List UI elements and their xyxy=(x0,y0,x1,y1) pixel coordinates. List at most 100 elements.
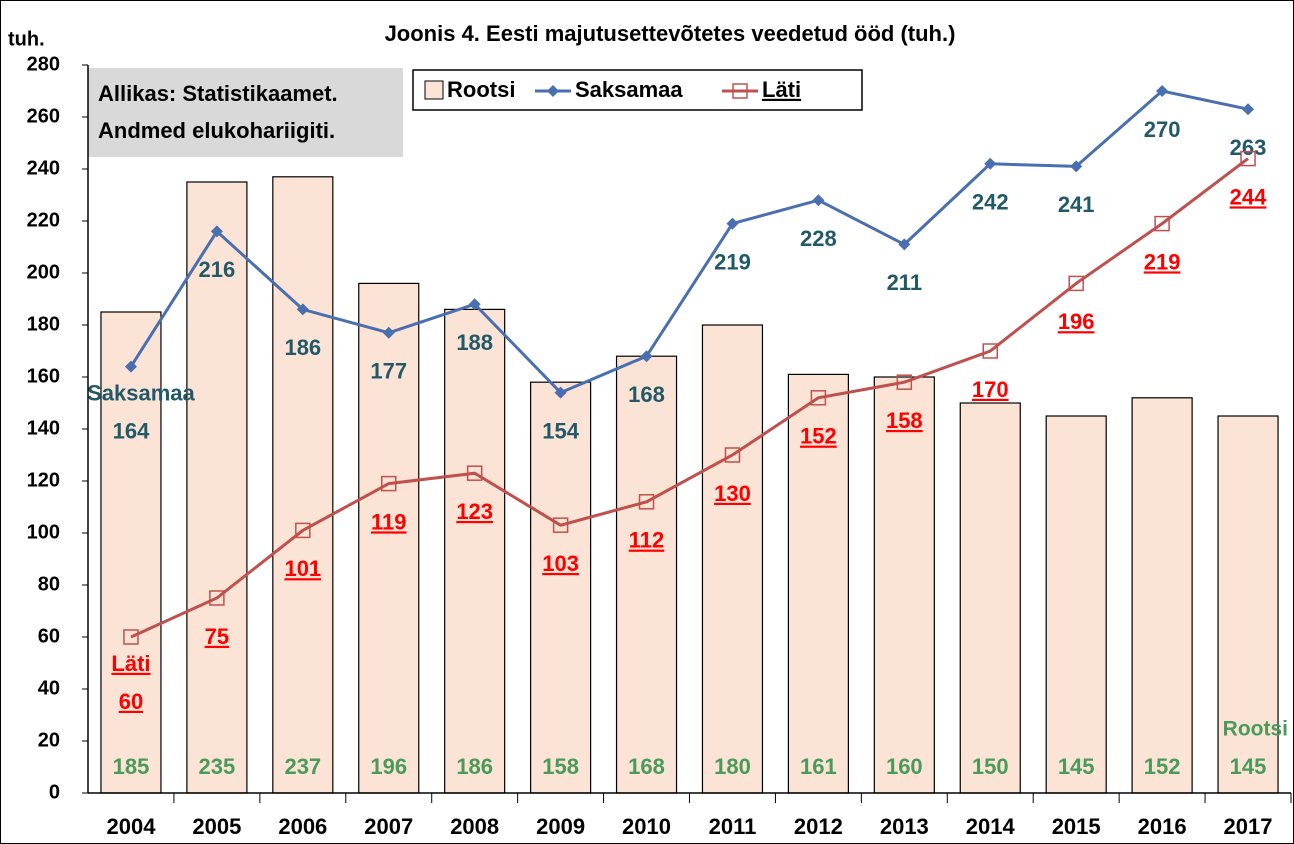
point xyxy=(381,475,397,492)
data-label: 216 xyxy=(199,257,236,282)
x-tick-label: 2014 xyxy=(966,814,1016,839)
point xyxy=(898,238,911,251)
y-tick-label: 0 xyxy=(49,781,60,803)
bar xyxy=(444,308,506,794)
y-tick-label: 260 xyxy=(27,105,60,127)
data-label: 152 xyxy=(800,424,837,449)
y-tick-label: 280 xyxy=(27,53,60,75)
y-tick-label: 240 xyxy=(27,157,60,179)
point xyxy=(810,390,827,406)
legend-swatch xyxy=(424,80,444,100)
point xyxy=(382,326,395,339)
data-label: 123 xyxy=(456,499,493,524)
data-label: 188 xyxy=(456,330,493,355)
line xyxy=(130,157,1249,639)
point xyxy=(1070,160,1083,173)
point xyxy=(1156,85,1169,97)
source-line: Andmed elukohariigiti. xyxy=(98,118,335,143)
point xyxy=(466,465,483,481)
y-tick-label: 20 xyxy=(38,729,60,751)
data-label: 263 xyxy=(1230,135,1267,160)
data-label: 158 xyxy=(886,408,923,433)
data-label: 177 xyxy=(370,359,407,384)
legend-label: Läti xyxy=(762,77,801,102)
data-label: 241 xyxy=(1058,192,1095,217)
data-label: 164 xyxy=(113,418,150,443)
point xyxy=(296,303,309,316)
data-label: 158 xyxy=(542,754,579,779)
source-box xyxy=(88,68,403,157)
annotation: Läti xyxy=(111,651,150,676)
point xyxy=(982,343,998,359)
point xyxy=(554,386,567,399)
data-label: 154 xyxy=(542,418,579,443)
point xyxy=(638,494,655,510)
x-tick-label: 2005 xyxy=(192,814,241,839)
data-label: 119 xyxy=(371,509,407,534)
y-tick-label: 140 xyxy=(27,417,60,439)
bar xyxy=(615,355,678,794)
point xyxy=(209,590,225,606)
point xyxy=(552,517,569,533)
y-tick-label: 40 xyxy=(38,677,60,699)
point xyxy=(210,225,223,238)
point xyxy=(724,447,741,463)
data-label: 244 xyxy=(1230,184,1267,209)
y-tick-label: 180 xyxy=(27,313,60,335)
data-label: 150 xyxy=(972,754,1009,779)
bar xyxy=(100,311,162,794)
bar xyxy=(1131,397,1193,794)
bar xyxy=(959,402,1021,794)
data-label: 145 xyxy=(1230,754,1267,779)
x-tick-label: 2007 xyxy=(364,814,413,839)
point xyxy=(1068,275,1084,292)
legend-marker xyxy=(547,85,559,97)
y-tick-label: 160 xyxy=(27,365,60,387)
data-label: 168 xyxy=(628,754,665,779)
data-label: 186 xyxy=(456,754,493,779)
data-label: 152 xyxy=(1144,754,1181,779)
y-tick-label: 200 xyxy=(27,261,60,283)
data-label: 130 xyxy=(714,481,751,506)
bar xyxy=(530,381,592,794)
y-tick-label: 100 xyxy=(27,521,60,543)
bar xyxy=(272,176,334,794)
data-label: 228 xyxy=(800,226,837,251)
y-tick-label: 60 xyxy=(38,625,60,647)
point xyxy=(896,374,913,390)
x-tick-label: 2016 xyxy=(1138,814,1187,839)
bar xyxy=(1045,415,1107,794)
point xyxy=(812,194,825,207)
point xyxy=(1240,150,1256,167)
data-label: 196 xyxy=(1058,309,1095,334)
x-tick-label: 2017 xyxy=(1224,814,1273,839)
data-label: 101 xyxy=(284,556,321,581)
data-label: 185 xyxy=(113,754,150,779)
data-label: 219 xyxy=(714,249,751,274)
data-label: 196 xyxy=(370,754,407,779)
legend-label: Rootsi xyxy=(447,77,515,102)
x-tick-label: 2010 xyxy=(622,814,671,839)
data-label: 211 xyxy=(887,270,923,295)
data-label: 160 xyxy=(886,754,923,779)
legend-box xyxy=(412,69,863,111)
data-label: 237 xyxy=(284,754,321,779)
data-label: 219 xyxy=(1144,249,1181,274)
data-label: 103 xyxy=(542,551,579,576)
y-tick-label: 80 xyxy=(38,573,60,595)
x-tick-label: 2008 xyxy=(450,814,499,839)
data-label: 235 xyxy=(199,754,236,779)
x-tick-label: 2009 xyxy=(536,814,585,839)
x-tick-label: 2006 xyxy=(278,814,327,839)
point xyxy=(726,217,739,230)
point xyxy=(468,298,481,311)
chart-title: Joonis 4. Eesti majutusettevõtetes veede… xyxy=(385,21,956,46)
data-label: 168 xyxy=(628,382,665,407)
data-label: 75 xyxy=(205,624,229,649)
data-label: 270 xyxy=(1144,117,1181,142)
point xyxy=(123,629,139,645)
y-tick-label: 220 xyxy=(27,209,60,231)
x-tick-label: 2004 xyxy=(106,814,156,839)
x-tick-label: 2012 xyxy=(794,814,843,839)
point xyxy=(295,522,311,539)
